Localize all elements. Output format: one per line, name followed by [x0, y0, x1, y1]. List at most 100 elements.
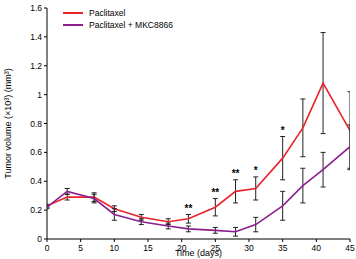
y-axis-label: Tumor volume (×10³) (mm³) [3, 68, 13, 178]
y-tick [44, 181, 47, 182]
error-cap [112, 208, 117, 209]
legend-swatch [63, 24, 83, 26]
x-tick [350, 239, 351, 242]
error-cap [300, 156, 305, 157]
error-cap [186, 231, 191, 232]
x-tick [316, 239, 317, 242]
error-cap [253, 217, 258, 218]
error-cap [348, 169, 351, 170]
x-tick [181, 239, 182, 242]
x-tick-label: 35 [278, 243, 288, 253]
significance-mark: * [281, 125, 285, 136]
y-tick [44, 94, 47, 95]
plot-area [47, 33, 350, 237]
error-cap [139, 224, 144, 225]
x-tick-label: 40 [312, 243, 322, 253]
x-tick [249, 239, 250, 242]
error-cap [233, 236, 238, 237]
series-line [47, 147, 350, 232]
error-cap [321, 187, 326, 188]
error-cap [47, 208, 50, 209]
error-cap [65, 200, 70, 201]
y-tick-label: 0.8 [30, 119, 42, 129]
y-tick-label: 1.2 [30, 61, 42, 71]
error-cap [253, 176, 258, 177]
error-cap [166, 223, 171, 224]
error-cap [300, 168, 305, 169]
series-line [47, 83, 350, 222]
significance-mark: ** [211, 187, 219, 198]
x-tick [148, 239, 149, 242]
error-cap [233, 202, 238, 203]
error-cap [348, 168, 351, 169]
error-cap [65, 188, 70, 189]
y-tick-label: 0 [37, 234, 42, 244]
error-cap [166, 228, 171, 229]
error-cap [139, 218, 144, 219]
y-tick-label: 1.4 [30, 32, 42, 42]
y-tick-label: 0.2 [30, 205, 42, 215]
x-tick-label: 45 [345, 243, 355, 253]
error-cap [253, 200, 258, 201]
y-tick-label: 1 [37, 90, 42, 100]
error-cap [186, 226, 191, 227]
error-cap [213, 198, 218, 199]
error-cap [348, 124, 351, 125]
y-tick [44, 65, 47, 66]
y-tick [44, 8, 47, 9]
x-tick [80, 239, 81, 242]
error-cap [253, 231, 258, 232]
x-tick-label: 15 [143, 243, 153, 253]
y-tick [44, 123, 47, 124]
error-cap [280, 179, 285, 180]
error-cap [321, 32, 326, 33]
legend-label: Paclitaxel + MKC8866 [89, 20, 173, 30]
error-cap [186, 223, 191, 224]
legend-label: Paclitaxel [89, 8, 125, 18]
error-cap [166, 218, 171, 219]
error-cap [186, 214, 191, 215]
error-cap [213, 227, 218, 228]
error-stem [350, 92, 351, 170]
error-cap [300, 98, 305, 99]
error-cap [213, 233, 218, 234]
y-tick [44, 36, 47, 37]
significance-mark: * [254, 165, 258, 176]
y-tick [44, 152, 47, 153]
x-tick-label: 30 [244, 243, 254, 253]
x-axis [47, 239, 350, 240]
chart: 00.20.40.60.811.21.41.605101520253035404… [0, 0, 356, 259]
error-cap [92, 202, 97, 203]
error-cap [233, 227, 238, 228]
error-cap [348, 91, 351, 92]
error-cap [280, 136, 285, 137]
x-axis-label: Time (days) [175, 248, 222, 258]
error-cap [213, 215, 218, 216]
error-cap [321, 152, 326, 153]
x-tick-label: 10 [110, 243, 120, 253]
error-cap [92, 192, 97, 193]
x-tick [215, 239, 216, 242]
error-cap [65, 194, 70, 195]
error-cap [112, 220, 117, 221]
error-cap [139, 214, 144, 215]
significance-mark: ** [232, 168, 240, 179]
error-cap [233, 179, 238, 180]
error-cap [300, 202, 305, 203]
x-tick [47, 239, 48, 242]
x-tick [282, 239, 283, 242]
legend-swatch [63, 12, 83, 14]
y-tick-label: 0.6 [30, 147, 42, 157]
y-tick-label: 1.6 [30, 3, 42, 13]
error-cap [280, 220, 285, 221]
error-cap [65, 194, 70, 195]
error-cap [112, 205, 117, 206]
x-tick-label: 5 [78, 243, 83, 253]
error-bar [348, 92, 351, 170]
error-cap [321, 133, 326, 134]
x-tick [114, 239, 115, 242]
error-cap [280, 191, 285, 192]
significance-mark: ** [185, 203, 193, 214]
error-cap [92, 194, 97, 195]
y-tick-label: 0.4 [30, 176, 42, 186]
